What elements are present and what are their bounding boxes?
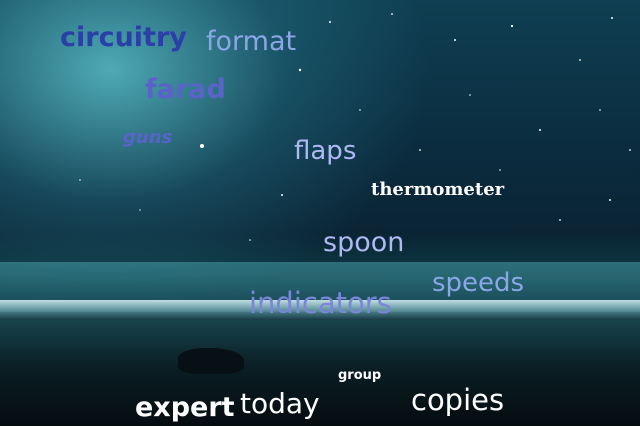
word-format: format — [206, 26, 297, 57]
rock — [178, 348, 244, 374]
word-expert: expert — [135, 392, 235, 423]
word-circuitry: circuitry — [60, 22, 187, 53]
word-thermometer: thermometer — [371, 179, 505, 200]
word-speeds: speeds — [432, 268, 525, 298]
word-group: group — [338, 368, 382, 383]
surf-line — [0, 300, 640, 322]
word-today: today — [240, 387, 320, 420]
word-copies: copies — [411, 383, 505, 417]
beach — [0, 320, 640, 426]
word-spoon: spoon — [323, 227, 405, 258]
word-farad: farad — [145, 74, 226, 105]
word-flaps: flaps — [294, 136, 357, 166]
word-guns: guns — [123, 127, 173, 148]
word-indicators: indicators — [249, 286, 392, 320]
